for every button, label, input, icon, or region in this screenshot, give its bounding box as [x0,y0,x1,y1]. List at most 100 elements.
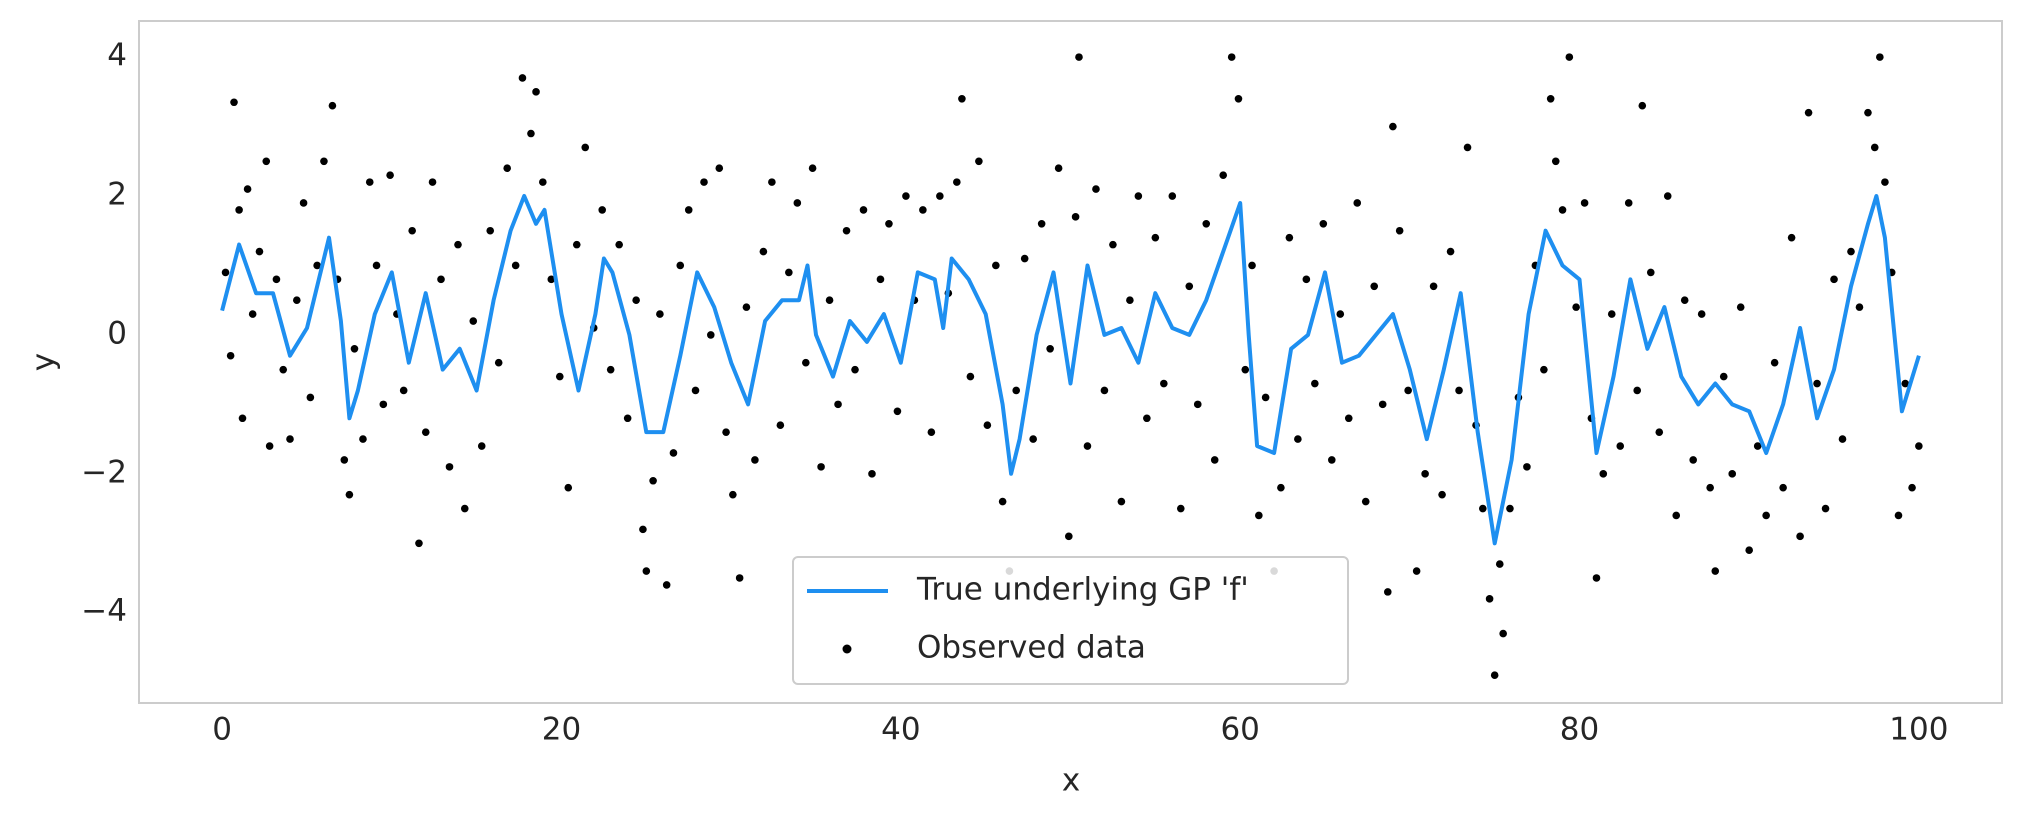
data-point [1592,574,1601,582]
data-point [1412,567,1421,575]
data-point [936,192,944,200]
data-point [691,386,700,395]
data-point [1100,386,1109,395]
data-point [1083,442,1092,450]
data-point [649,476,657,485]
data-point [1302,275,1311,284]
data-point [1219,171,1228,179]
data-point [572,240,581,249]
data-point [1319,219,1328,228]
data-point [564,483,573,492]
data-point [1719,372,1728,381]
data-point [1438,490,1446,499]
data-point [1523,463,1531,471]
data-point [1255,511,1263,520]
data-point [555,372,564,381]
data-point [1638,101,1647,110]
data-point [1479,504,1487,513]
data-point [1646,268,1655,277]
data-point [1336,310,1345,318]
data-point [518,74,527,82]
data-point [230,98,238,107]
data-point [532,88,540,96]
data-point [1092,185,1100,193]
data-point [1176,504,1185,513]
data-point [1881,178,1889,186]
data-point [235,206,243,214]
data-point [1202,219,1211,228]
data-point [408,226,416,235]
data-point [966,372,975,381]
data-point [742,303,751,311]
data-point [598,206,607,214]
data-point [226,351,235,360]
data-point [1277,483,1285,492]
data-point [1506,504,1514,513]
data-point [1327,456,1336,464]
data-point [1285,233,1294,242]
data-point [1894,511,1903,520]
data-point [669,449,678,457]
data-point [372,261,381,270]
data-point [1745,546,1753,555]
data-point [299,199,308,207]
data-point [1616,442,1625,450]
data-point [642,567,651,575]
data-point [1607,310,1616,318]
data-point [243,185,252,193]
data-point [1804,108,1813,117]
data-point [1770,358,1779,367]
data-point [469,317,478,325]
data-point [527,129,535,138]
data-point [975,157,983,166]
data-point [1126,296,1134,304]
data-point [1753,442,1762,450]
data-point [1446,247,1455,256]
data-point [1389,122,1397,131]
y-tick-label: −4 [81,593,127,629]
data-point [255,247,264,256]
data-point [386,171,394,179]
data-point [1870,143,1879,152]
data-point [1075,53,1083,61]
data-point [902,192,910,200]
data-point [885,219,893,228]
data-point [722,428,730,436]
data-point [1054,164,1063,173]
data-point [639,525,647,534]
data-point [768,178,776,186]
data-point [1065,532,1073,541]
data-point [1012,386,1021,395]
data-point [1663,192,1672,200]
data-point [1655,428,1664,436]
data-point [1697,310,1706,318]
data-point [1168,192,1177,200]
data-point [825,296,834,304]
data-point [1210,456,1219,464]
data-point [1370,282,1379,291]
data-point [365,178,374,186]
data-point [1421,470,1429,478]
legend: True underlying GP 'f' Observed data [792,556,1349,685]
data-point [1876,53,1884,61]
data-point [306,393,315,402]
data-point [851,365,859,374]
data-point [1908,483,1916,492]
data-point [793,199,802,207]
data-point [1429,282,1438,291]
data-point [785,268,793,277]
x-tick-label: 80 [1560,712,1599,748]
data-point [706,331,715,339]
data-point [759,247,768,256]
x-tick-label: 100 [1889,712,1948,748]
x-tick-label: 0 [212,712,232,748]
data-point [1485,595,1494,603]
data-point [1037,219,1046,228]
data-point [1736,303,1745,311]
data-point [221,268,230,277]
data-point [1020,254,1029,263]
data-point [1787,233,1796,242]
data-point [272,275,281,284]
data-point [1558,206,1567,214]
data-point [494,358,503,367]
